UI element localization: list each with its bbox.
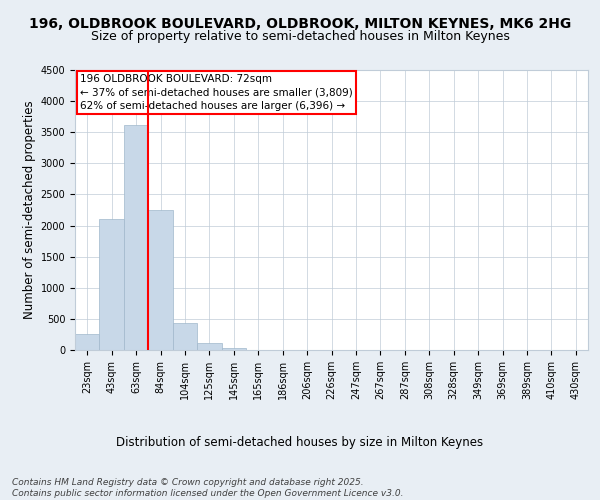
Bar [75, 334, 100, 350]
Y-axis label: Number of semi-detached properties: Number of semi-detached properties [23, 100, 37, 320]
Bar [148, 210, 173, 350]
Bar [197, 343, 221, 350]
Text: 196 OLDBROOK BOULEVARD: 72sqm
← 37% of semi-detached houses are smaller (3,809)
: 196 OLDBROOK BOULEVARD: 72sqm ← 37% of s… [80, 74, 353, 110]
Bar [124, 125, 148, 350]
Text: Size of property relative to semi-detached houses in Milton Keynes: Size of property relative to semi-detach… [91, 30, 509, 43]
Text: 196, OLDBROOK BOULEVARD, OLDBROOK, MILTON KEYNES, MK6 2HG: 196, OLDBROOK BOULEVARD, OLDBROOK, MILTO… [29, 18, 571, 32]
Text: Distribution of semi-detached houses by size in Milton Keynes: Distribution of semi-detached houses by … [116, 436, 484, 449]
Bar [221, 348, 246, 350]
Bar [100, 220, 124, 350]
Text: Contains HM Land Registry data © Crown copyright and database right 2025.
Contai: Contains HM Land Registry data © Crown c… [12, 478, 404, 498]
Bar [173, 322, 197, 350]
